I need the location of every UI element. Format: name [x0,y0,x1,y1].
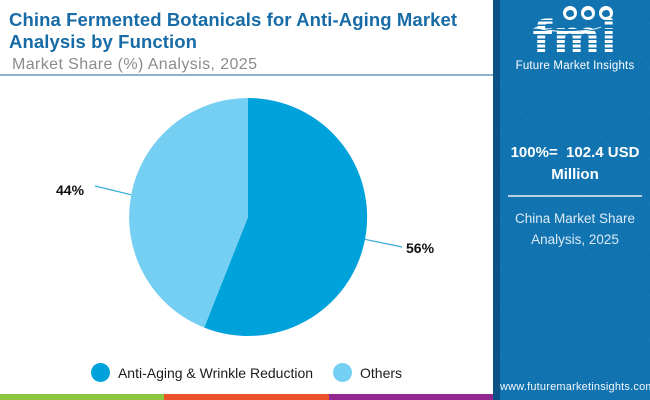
pie-slice-anti-aging [204,97,368,336]
legend-dot-anti-aging [90,363,110,382]
globe-emea-icon [581,6,595,20]
globe-apac-icon [599,6,613,20]
accent-segment-green [0,394,165,400]
fmi-logo: fmi Future Market Insights [500,6,650,72]
globe-americas-icon [563,6,577,20]
page-title: China Fermented Botanicals for Anti-Agin… [9,9,458,52]
equivalence-line1: 100%= 102.4 USD [510,144,640,162]
market-context-line2: Analysis, 2025 [531,231,619,247]
data-label-others: 44% [56,182,85,198]
leader-line-44 [94,185,132,196]
pie-slice-others [129,98,248,328]
equivalence-note: 100%= 102.4 USD Million [500,142,650,186]
sidebar-divider [508,194,642,197]
legend-dot-others [333,363,353,382]
sidebar-edge-stripe [493,0,500,400]
legend: Anti-Aging & Wrinkle Reduction Others [0,363,493,382]
page-subtitle: Market Share (%) Analysis, 2025 [12,56,258,73]
legend-item-anti-aging: Anti-Aging & Wrinkle Reduction [90,363,314,382]
legend-item-others: Others [333,363,402,382]
data-label-anti-aging: 56% [406,240,435,256]
market-context: China Market Share Analysis, 2025 [500,209,650,251]
legend-label-anti-aging: Anti-Aging & Wrinkle Reduction [117,364,314,381]
equivalence-line2: Million [551,166,599,184]
sidebar: fmi Future Market Insights 100%= 102.4 U… [493,0,650,400]
logo-tagline: Future Market Insights [515,60,635,73]
market-context-line1: China Market Share [514,210,636,226]
accent-segment-purple [328,394,493,400]
pie-chart [94,97,403,336]
header-divider [0,74,493,76]
accent-bar [0,394,493,400]
accent-segment-orange [164,394,329,400]
leader-line-56 [364,238,403,248]
logo-swash [530,14,606,32]
legend-label-others: Others [360,364,403,381]
website-link[interactable]: www.futuremarketinsights.com [500,381,650,393]
